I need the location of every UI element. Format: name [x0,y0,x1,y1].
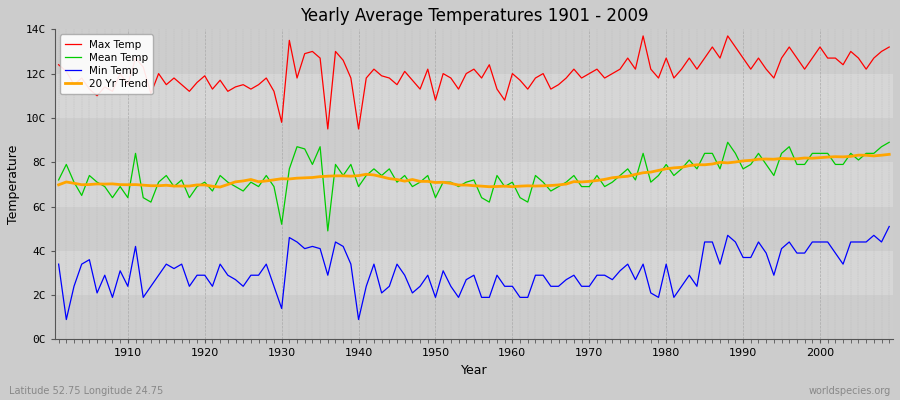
Mean Temp [114,184,125,189]
Line: Mean Temp: Mean Temp [58,142,889,231]
Mean Temp [322,228,333,233]
20 Yr Trend [53,182,64,187]
20 Yr Trend [338,174,348,178]
Max Temp [884,45,895,50]
Max Temp [114,71,125,76]
Bar [55,162,893,206]
Min Temp [292,240,302,244]
Min Temp [53,262,64,266]
Min Temp [515,295,526,300]
Line: 20 Yr Trend: 20 Yr Trend [58,154,889,187]
20 Yr Trend [884,152,895,157]
Min Temp [507,284,517,289]
Line: Min Temp: Min Temp [58,226,889,320]
Line: Max Temp: Max Temp [58,36,889,129]
20 Yr Trend [607,175,617,180]
20 Yr Trend [515,184,526,188]
Min Temp [607,277,617,282]
Mean Temp [607,180,617,184]
Max Temp [515,78,526,83]
Mean Temp [338,173,348,178]
Mean Temp [507,180,517,184]
Mean Temp [284,166,294,171]
Mean Temp [723,140,734,145]
Max Temp [53,62,64,67]
Bar [55,29,893,74]
Y-axis label: Temperature: Temperature [7,145,20,224]
20 Yr Trend [114,182,125,187]
20 Yr Trend [215,185,226,190]
Bar [55,118,893,162]
Min Temp [338,244,348,249]
Max Temp [284,38,294,43]
Title: Yearly Average Temperatures 1901 - 2009: Yearly Average Temperatures 1901 - 2009 [300,7,648,25]
Text: Latitude 52.75 Longitude 24.75: Latitude 52.75 Longitude 24.75 [9,386,163,396]
Max Temp [322,126,333,131]
Max Temp [338,58,348,63]
Mean Temp [884,140,895,145]
Mean Temp [515,195,526,200]
Bar [55,251,893,295]
Bar [55,295,893,340]
Bar [55,206,893,251]
Max Temp [607,71,617,76]
Mean Temp [53,178,64,182]
20 Yr Trend [292,176,302,180]
Max Temp [507,71,517,76]
Min Temp [884,224,895,229]
Min Temp [122,284,133,289]
Max Temp [638,34,649,38]
Min Temp [61,317,72,322]
Legend: Max Temp, Mean Temp, Min Temp, 20 Yr Trend: Max Temp, Mean Temp, Min Temp, 20 Yr Tre… [60,34,154,94]
Bar [55,74,893,118]
20 Yr Trend [507,184,517,189]
X-axis label: Year: Year [461,364,487,377]
Text: worldspecies.org: worldspecies.org [809,386,891,396]
